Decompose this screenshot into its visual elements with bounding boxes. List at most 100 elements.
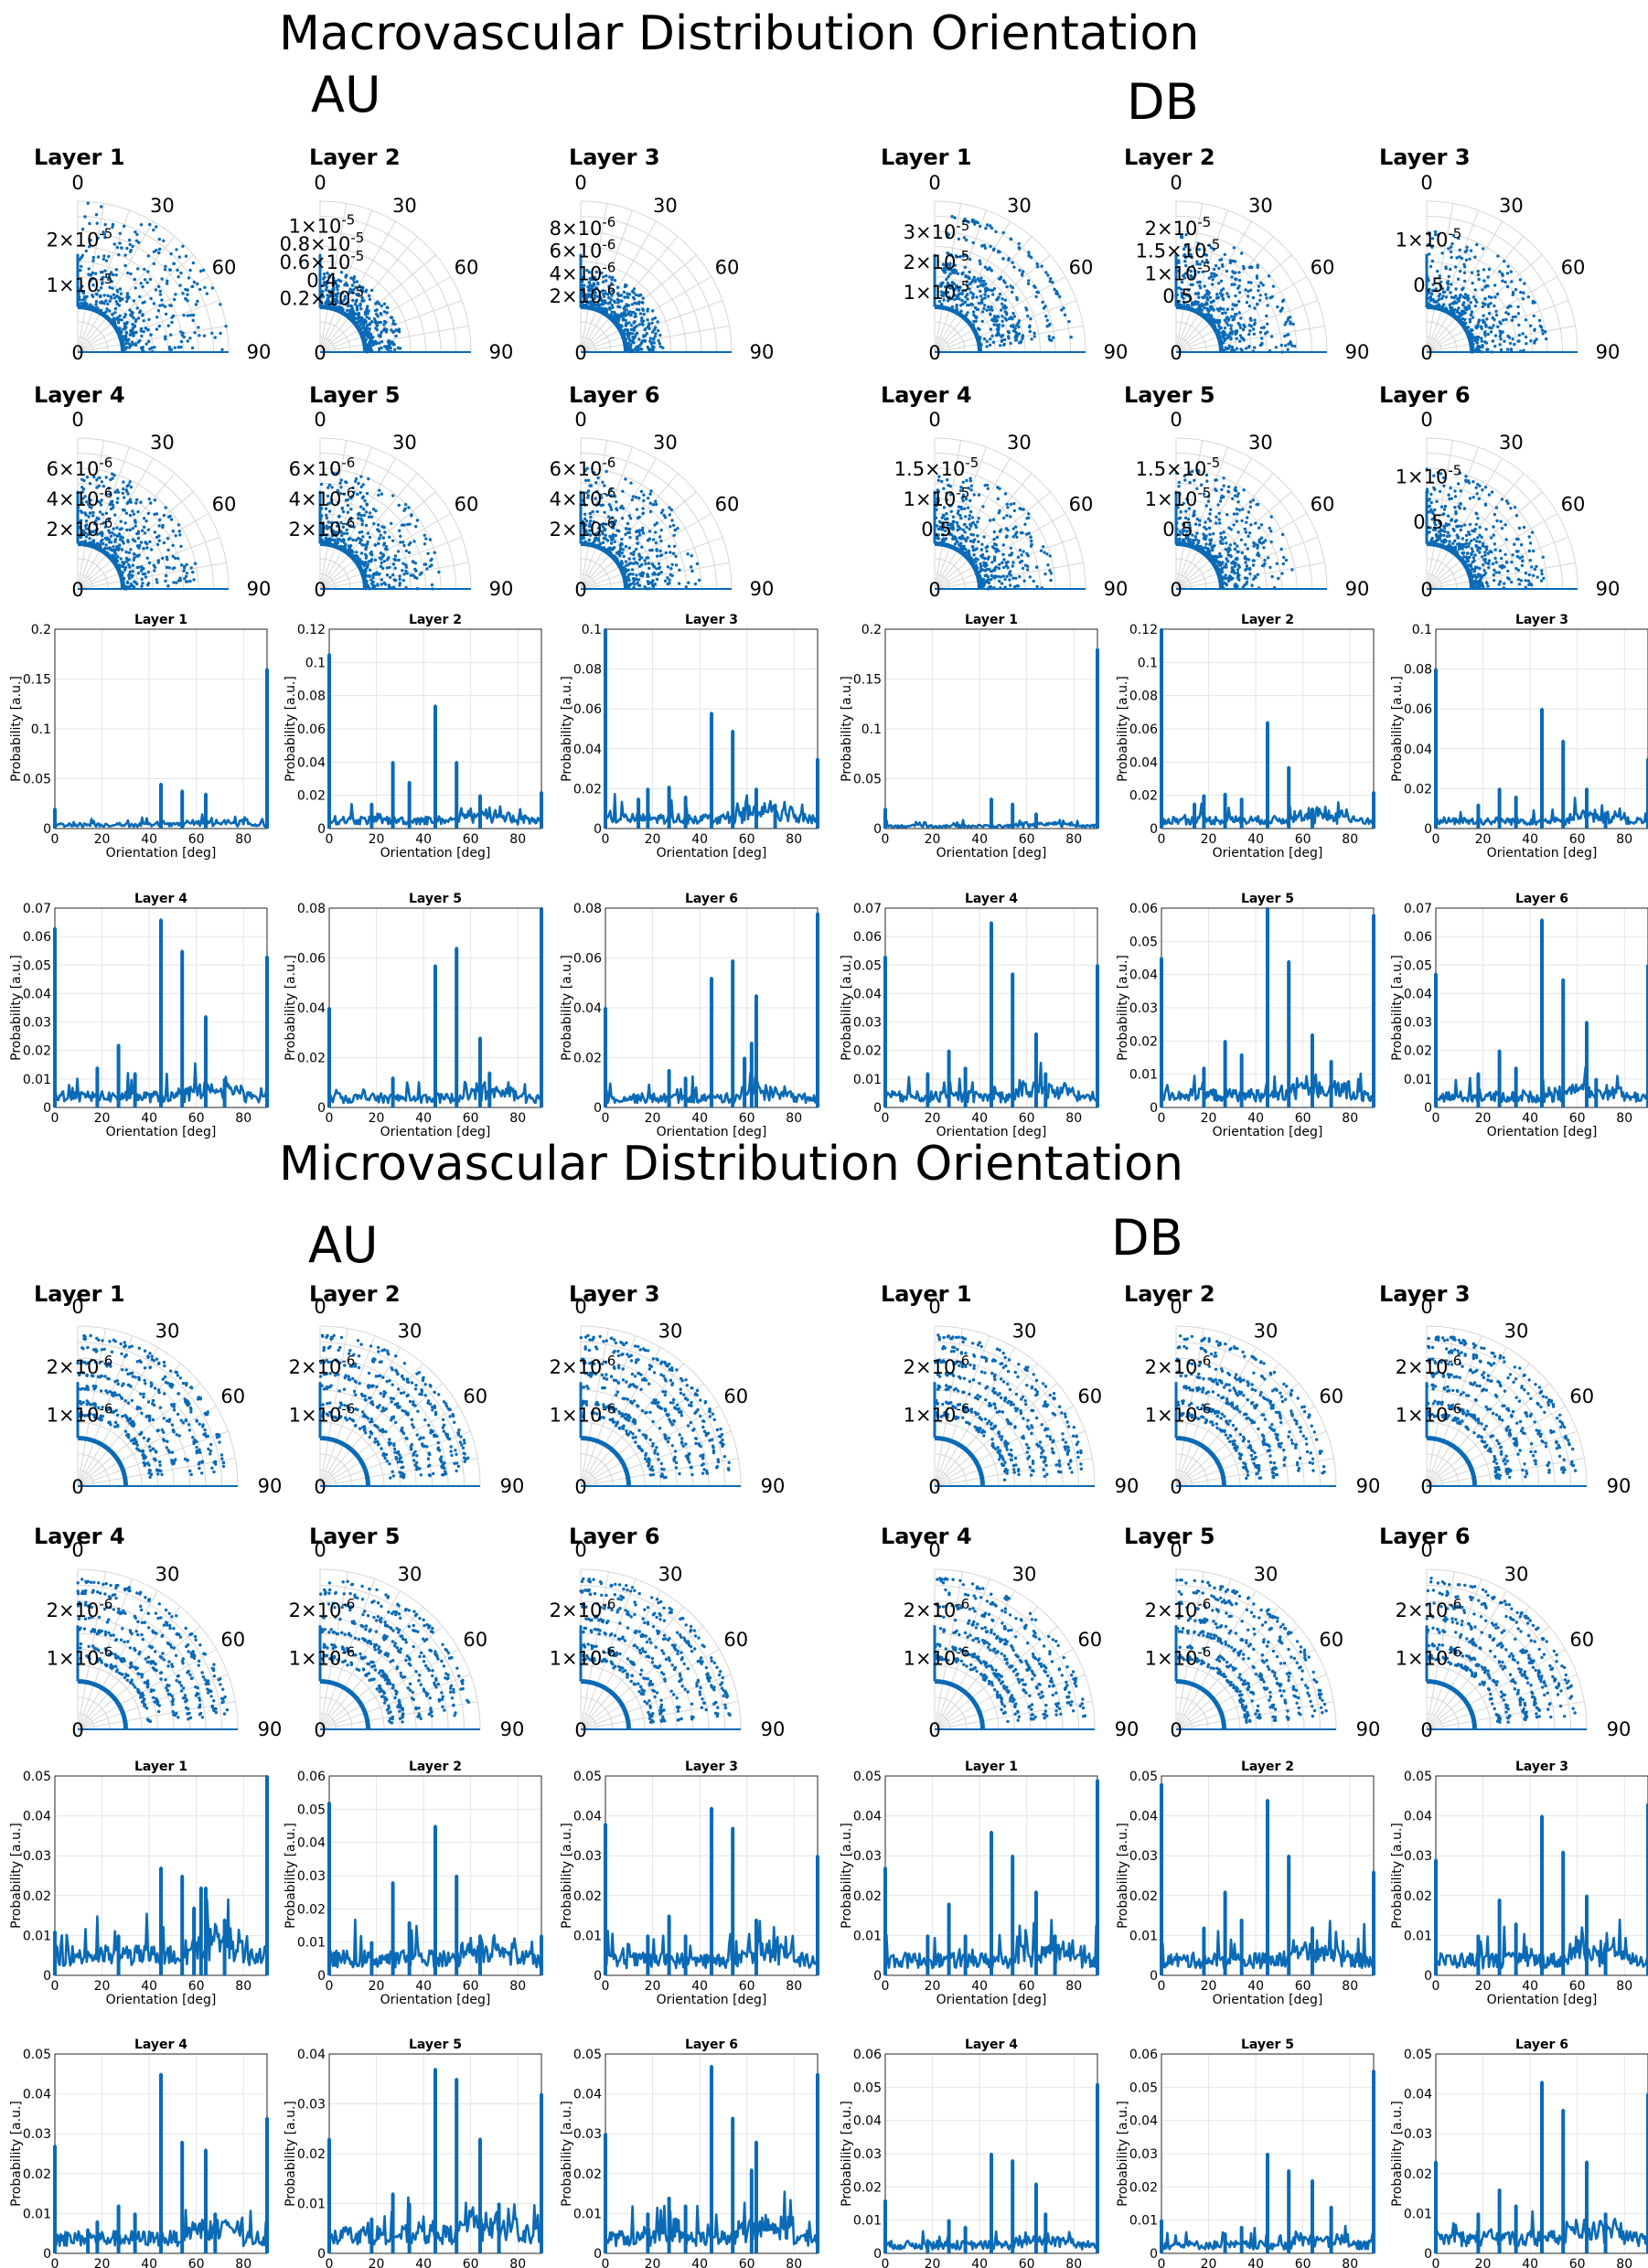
polar-point <box>111 503 114 507</box>
polar-point <box>128 565 132 569</box>
polar-point <box>1253 306 1257 310</box>
polar-point <box>352 280 356 284</box>
polar-point <box>1453 265 1458 269</box>
polar-angle-label: 60 <box>715 494 740 516</box>
polar-point <box>658 554 662 558</box>
polar-point <box>1236 321 1240 326</box>
polar-spoke <box>77 254 194 353</box>
polar-point <box>959 507 964 511</box>
polar-point <box>156 309 161 313</box>
polar-point <box>136 572 141 575</box>
polar-point <box>1027 251 1031 254</box>
polar-point <box>126 540 130 544</box>
polar-point <box>1476 273 1481 277</box>
polar-point <box>1001 315 1004 318</box>
polar-radial-label: 2×10-5 <box>47 225 113 251</box>
polar-point <box>1293 344 1297 348</box>
polar-point <box>163 268 167 272</box>
polar-point <box>1486 303 1491 306</box>
polar-point <box>627 557 631 561</box>
polar-point <box>376 300 380 304</box>
polar-point <box>989 327 993 331</box>
polar-point <box>346 503 350 508</box>
polar-ring <box>580 200 733 353</box>
polar-angle-label: 90 <box>1596 341 1621 363</box>
polar-point <box>1247 510 1251 514</box>
polar-point <box>140 577 144 582</box>
polar-point <box>391 494 395 497</box>
polar-point <box>670 519 674 522</box>
polar-point <box>106 294 110 297</box>
polar-point <box>1490 295 1493 299</box>
polar-point <box>369 288 374 293</box>
polar-point <box>1005 502 1010 507</box>
polar-point <box>166 324 170 327</box>
polar-point <box>1016 321 1021 326</box>
polar-point <box>145 556 149 560</box>
polar-point <box>966 297 969 301</box>
polar-point <box>640 529 645 532</box>
polar-point <box>641 296 645 300</box>
polar-point <box>1529 324 1533 327</box>
polar-angle-label: 30 <box>1007 195 1032 217</box>
polar-point <box>111 531 114 535</box>
polar-point <box>123 496 126 499</box>
polar-point <box>219 303 222 306</box>
polar-point <box>377 541 380 546</box>
polar-point <box>673 528 677 532</box>
polar-point <box>362 513 367 518</box>
polar-point <box>1220 487 1224 492</box>
polar-point <box>628 562 632 565</box>
polar-point <box>1234 277 1237 281</box>
polar-point <box>85 294 89 299</box>
polar-point <box>654 502 658 507</box>
polar-angle-label: 0 <box>928 172 940 194</box>
polar-point <box>104 543 108 547</box>
polar-point <box>127 238 132 242</box>
polar-point <box>1043 572 1047 576</box>
polar-point <box>161 525 165 529</box>
polar-point <box>340 306 344 310</box>
polar-point <box>186 293 189 296</box>
polar-point <box>145 281 149 284</box>
polar-point <box>177 557 180 561</box>
polar-point <box>116 321 121 325</box>
polar-point <box>1259 281 1263 284</box>
polar-point <box>391 572 395 577</box>
polar-point <box>657 562 661 566</box>
polar-point <box>1280 572 1284 575</box>
polar-point <box>1498 343 1502 347</box>
polar-point <box>969 484 974 487</box>
polar-point <box>336 288 339 292</box>
polar-point <box>193 331 197 335</box>
polar-point <box>651 309 655 313</box>
polar-point <box>1248 531 1252 535</box>
polar-point <box>147 497 151 501</box>
polar-point <box>1014 525 1018 529</box>
polar-point <box>632 550 636 554</box>
polar-point <box>1221 264 1225 268</box>
polar-point <box>1247 305 1252 308</box>
polar-point <box>653 316 658 320</box>
polar-point <box>391 322 395 326</box>
polar-point <box>1471 295 1476 299</box>
polar-point <box>603 299 607 303</box>
polar-point <box>670 573 674 578</box>
polar-point <box>186 299 189 303</box>
polar-point <box>629 481 633 485</box>
polar-point <box>1234 332 1237 336</box>
polar-point <box>144 575 148 579</box>
polar-point <box>124 488 128 492</box>
polar-point <box>1205 306 1209 311</box>
polar-point <box>991 248 996 252</box>
polar-point <box>1283 334 1287 338</box>
polar-point <box>637 583 642 588</box>
polar-point <box>963 265 968 269</box>
polar-point <box>346 308 349 313</box>
polar-point <box>641 507 645 510</box>
polar-point <box>1231 318 1235 322</box>
polar-point <box>378 530 381 533</box>
polar-point <box>1012 508 1017 513</box>
polar-radial-label: 0.5 <box>1413 274 1443 296</box>
polar-point <box>1290 568 1294 572</box>
